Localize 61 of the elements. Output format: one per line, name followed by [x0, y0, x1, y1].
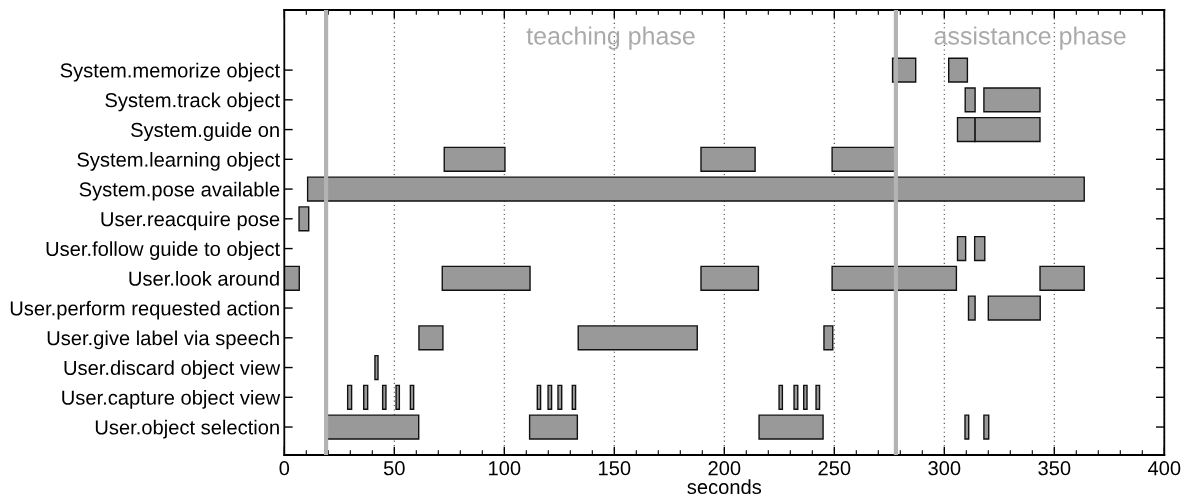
bar [758, 414, 824, 440]
bar [346, 384, 353, 410]
y-tick-label: System.learning object [77, 152, 280, 171]
y-tick-label: System.guide on [131, 122, 279, 142]
x-tick-label: 150 [599, 461, 631, 476]
y-tick-label: User.look around [129, 271, 279, 286]
x-tick-label: 250 [818, 461, 851, 476]
y-tick-label: System.pose available [79, 181, 280, 201]
text: assistance phase [934, 26, 1126, 50]
x-tick-label: 50 [383, 461, 405, 476]
bar [967, 295, 976, 321]
x-tick-label: 0 [279, 461, 290, 476]
bar [306, 176, 1085, 202]
y-tick-label: User.object selection [95, 419, 279, 439]
bar [983, 414, 990, 440]
bar [987, 295, 1041, 321]
bar [1039, 265, 1085, 291]
bar [778, 384, 784, 410]
bar [700, 265, 760, 291]
bar [374, 354, 379, 381]
text: teaching phase [526, 26, 695, 50]
bar [793, 384, 799, 410]
y-tick-label: System.memorize object [60, 62, 280, 82]
y-tick-label: User.give label via speech [47, 330, 279, 350]
bar [964, 414, 970, 440]
bar [831, 265, 958, 291]
y-tick-label: User.reacquire pose [101, 211, 280, 231]
bar [395, 384, 401, 410]
y-tick-label: User.perform requested action [10, 300, 279, 320]
bar [443, 146, 506, 172]
bar [700, 146, 756, 172]
bar [815, 384, 821, 410]
y-tick-label: User.follow guide to object [46, 241, 280, 261]
bar [964, 87, 976, 113]
x-axis-title: seconds [687, 479, 762, 495]
bar [956, 235, 967, 262]
x-tick-label: 400 [1147, 461, 1181, 476]
bar [547, 384, 553, 410]
bar [363, 384, 369, 410]
bar [325, 414, 420, 440]
bar [381, 384, 387, 410]
bar [557, 384, 563, 410]
x-tick-label: 100 [489, 461, 521, 476]
y-tick-label: User.capture object view [62, 390, 281, 409]
bar [983, 87, 1041, 113]
bar [948, 57, 969, 83]
bar [284, 265, 300, 291]
y-tick-label: System.track object [105, 92, 280, 112]
bar [823, 325, 834, 351]
bar [577, 325, 698, 351]
bar [973, 235, 986, 262]
x-tick-label: 200 [708, 461, 741, 476]
bar [298, 206, 310, 232]
bar [831, 146, 897, 172]
bar [528, 414, 579, 440]
x-tick-label: 350 [1038, 461, 1071, 476]
y-tick-label: User.discard object view [64, 360, 281, 380]
bar [441, 265, 531, 291]
x-tick-label: 300 [928, 461, 961, 476]
bar [803, 384, 808, 410]
bar [418, 325, 444, 351]
